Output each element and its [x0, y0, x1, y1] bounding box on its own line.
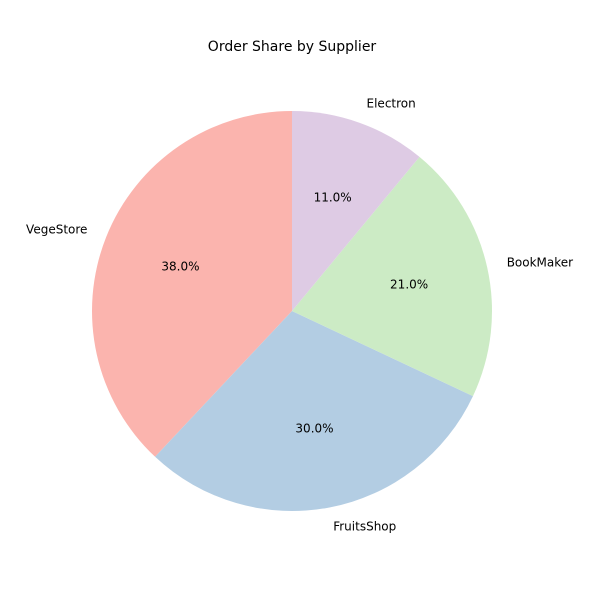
- slice-label-electron: Electron: [367, 97, 416, 111]
- pie-slice-fruitsshop: [155, 311, 473, 511]
- pie-slice-vegestore: [92, 111, 292, 457]
- slice-percent-fruitsshop: 30.0%: [295, 421, 333, 435]
- pie-slice-bookmaker: [292, 156, 492, 397]
- pie-labels: VegeStore 38.0% FruitsShop 30.0% BookMaker 21…: [26, 97, 573, 534]
- slice-label-vegestore: VegeStore: [26, 223, 87, 237]
- slice-percent-vegestore: 38.0%: [161, 259, 199, 273]
- slice-label-fruitsshop: FruitsShop: [333, 520, 396, 534]
- chart-title: Order Share by Supplier: [208, 39, 377, 55]
- slice-label-bookmaker: BookMaker: [507, 256, 573, 270]
- pie-slice-electron: [292, 111, 420, 311]
- pie-slices: [92, 111, 492, 511]
- slice-percent-bookmaker: 21.0%: [390, 277, 428, 291]
- slice-percent-electron: 11.0%: [314, 191, 352, 205]
